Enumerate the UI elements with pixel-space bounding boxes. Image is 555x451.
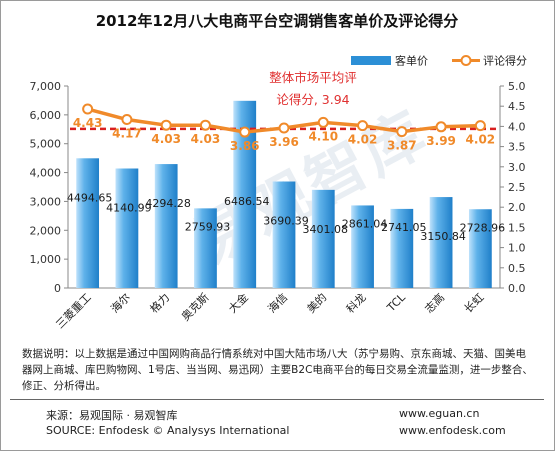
bar-value-label: 4140.99 <box>106 202 152 215</box>
bar-value-label: 3401.08 <box>303 223 349 236</box>
y-left-tick-label: 2,000 <box>30 224 62 237</box>
legend: 客单价 评论得分 <box>351 54 527 68</box>
legend-label-bar: 客单价 <box>395 54 428 68</box>
y-left-tick-label: 7,000 <box>30 80 62 93</box>
bar <box>194 208 217 288</box>
bar-value-label: 3150.84 <box>420 230 466 243</box>
score-point <box>474 120 486 132</box>
score-label: 4.03 <box>151 132 181 146</box>
bar-value-label: 2861.04 <box>342 217 388 230</box>
plot-area: 0 1,000 2,000 3,000 4,000 5,000 6,000 7,000 0.0 0… <box>30 80 526 331</box>
y-right-tick-label: 4.5 <box>508 100 526 113</box>
score-point <box>160 119 172 131</box>
y-left-tick-label: 3,000 <box>30 195 62 208</box>
score-label: 3.99 <box>426 134 456 148</box>
source-en: SOURCE: Enfodesk © Analysys Internationa… <box>46 424 290 437</box>
bar <box>468 209 492 288</box>
x-tick-label: 海信 <box>265 290 290 315</box>
y-right-tick-label: 1.0 <box>508 242 526 255</box>
x-tick-label: TCL <box>384 290 409 315</box>
reference-label-line2: 论得分, 3.94 <box>276 92 349 107</box>
score-label: 4.03 <box>191 132 221 146</box>
bar <box>390 208 414 288</box>
score-label: 4.10 <box>308 129 338 143</box>
x-tick-label: 长虹 <box>462 291 487 316</box>
bar <box>76 158 100 288</box>
footer-divider <box>10 399 544 400</box>
bar <box>351 205 374 288</box>
score-label: 3.96 <box>269 135 299 149</box>
y-right-tick-label: 0.5 <box>508 262 526 275</box>
y-left-tick-label: 4,000 <box>30 167 62 180</box>
bar-value-label: 2728.96 <box>460 221 506 234</box>
score-label: 4.17 <box>112 127 142 141</box>
bar-value-label: 4494.65 <box>67 191 113 204</box>
x-tick-label: 科龙 <box>343 290 368 315</box>
bar <box>429 197 453 288</box>
score-label: 4.43 <box>73 116 103 130</box>
score-point <box>239 126 251 138</box>
y-left-tick-label: 5,000 <box>30 138 62 151</box>
score-point <box>199 119 211 131</box>
legend-label-line: 评论得分 <box>483 54 527 68</box>
score-point <box>82 103 94 115</box>
x-tick-label: 志高 <box>422 290 447 315</box>
score-point <box>121 114 133 126</box>
y-left-tick-label: 1,000 <box>30 253 62 266</box>
x-tick-label: 海尔 <box>108 290 133 315</box>
y-right-tick-label: 5.0 <box>508 80 526 93</box>
y-left-tick-label: 6,000 <box>30 109 62 122</box>
data-note: 数据说明：以上数据是通过中国网购商品行情系统对中国大陆市场八大（苏宁易购、京东商… <box>22 348 533 392</box>
score-point <box>396 126 408 138</box>
y-right-tick-label: 1.5 <box>508 221 526 234</box>
score-point <box>317 116 329 128</box>
x-tick-label: 大金 <box>225 290 250 315</box>
legend-swatch-marker <box>460 55 472 66</box>
bar-value-label: 3690.39 <box>263 215 309 228</box>
score-label: 4.02 <box>466 133 496 147</box>
y-right-tick-label: 2.0 <box>508 201 526 214</box>
site-link-enfodesk[interactable]: www.enfodesk.com <box>399 424 506 437</box>
source-cn: 来源：易观国际 · 易观智库 <box>46 409 178 422</box>
legend-swatch-bar <box>351 56 391 65</box>
x-tick-label: 三菱重工 <box>53 290 94 331</box>
bar-value-label: 2741.05 <box>381 221 427 234</box>
score-label: 4.02 <box>348 133 378 147</box>
y-left-tick-label: 0 <box>54 282 61 295</box>
y-right-tick-label: 2.5 <box>508 181 526 194</box>
bar-value-label: 6486.54 <box>224 195 270 208</box>
y-right-tick-label: 3.0 <box>508 161 526 174</box>
bar-value-label: 4294.28 <box>145 197 191 210</box>
score-point <box>435 121 447 133</box>
y-right-tick-label: 3.5 <box>508 141 526 154</box>
bar <box>154 164 178 288</box>
score-label: 3.86 <box>230 139 260 153</box>
bar <box>115 168 139 288</box>
x-tick-label: 美的 <box>304 290 329 315</box>
y-right-tick-label: 0.0 <box>508 282 526 295</box>
score-point <box>357 120 369 132</box>
reference-label-line1: 整体市场平均评 <box>269 70 357 85</box>
bar <box>272 181 296 288</box>
bar <box>233 100 257 288</box>
x-tick-label: 奥克斯 <box>178 290 211 323</box>
score-label: 3.87 <box>387 139 417 153</box>
bar-value-label: 2759.93 <box>185 220 231 233</box>
score-point <box>278 122 290 134</box>
x-tick-label: 格力 <box>147 290 172 315</box>
chart-title: 2012年12月八大电商平台空调销售客单价及评论得分 <box>96 12 459 30</box>
bar <box>311 189 335 288</box>
site-link-eguan[interactable]: www.eguan.cn <box>399 407 480 420</box>
y-right-tick-label: 4.0 <box>508 120 526 133</box>
